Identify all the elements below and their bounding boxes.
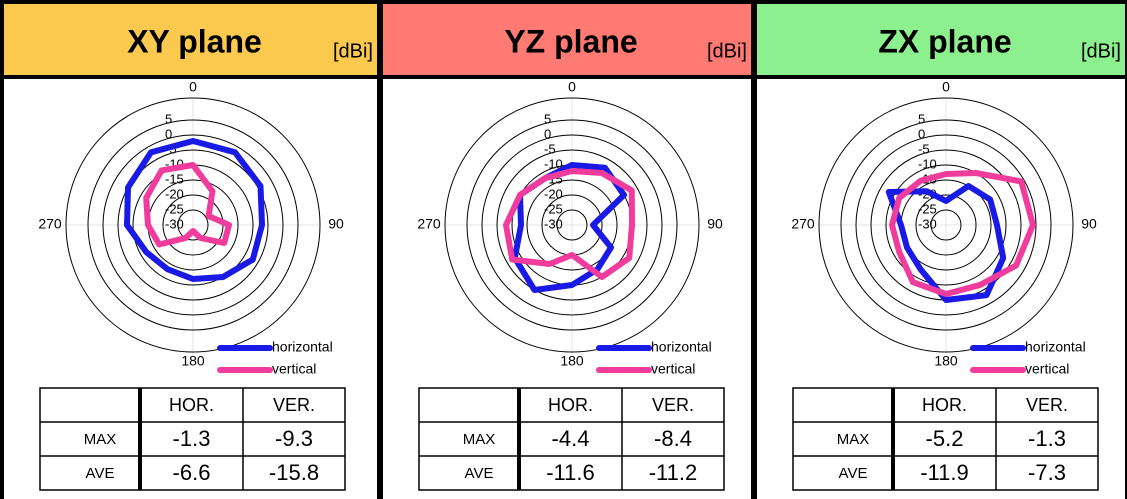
r-tick-label: 0	[544, 126, 551, 141]
polar-grid-ring	[915, 194, 977, 256]
panel-header	[753, 0, 1127, 79]
r-tick-label: -10	[544, 156, 563, 171]
r-tick-label: -20	[544, 186, 563, 201]
table-row-label: MAX	[84, 431, 117, 448]
theta-tick-label: 180	[181, 353, 205, 369]
table-row-label: MAX	[837, 431, 870, 448]
polar-outer-ring	[444, 97, 700, 353]
theta-tick-label: 90	[707, 216, 723, 232]
theta-tick-label: 270	[38, 216, 62, 232]
table-row-label: AVE	[839, 465, 868, 482]
polar-grid-ring	[466, 119, 678, 331]
r-tick-label: 5	[544, 111, 551, 126]
theta-tick-label: 180	[560, 353, 584, 369]
table-column-header: VER.	[1026, 395, 1068, 415]
r-tick-label: -15	[165, 171, 184, 186]
polar-grid-ring	[117, 149, 269, 301]
pattern-curve	[503, 168, 635, 280]
r-tick-label: -5	[918, 141, 930, 156]
theta-tick-label: 0	[942, 79, 950, 95]
polar-grid-ring	[556, 209, 588, 241]
theta-tick-label: 270	[417, 216, 441, 232]
r-tick-label: -25	[544, 201, 563, 216]
r-tick-label: -30	[165, 216, 184, 231]
legend-label: horizontal	[1025, 339, 1086, 355]
table-column-header: VER.	[273, 395, 315, 415]
legend-label: vertical	[651, 361, 695, 377]
polar-grid-ring	[885, 164, 1007, 286]
table-value: -7.3	[1028, 460, 1066, 485]
table-value: -11.6	[546, 460, 595, 485]
polar-grid-ring	[102, 134, 284, 316]
table-frame	[418, 387, 725, 491]
polar-grid-ring	[481, 134, 663, 316]
table-frame	[792, 387, 1099, 491]
pattern-curve	[143, 162, 232, 248]
table-value: -1.3	[173, 426, 211, 451]
polar-grid-ring	[840, 119, 1052, 331]
polar-grid-ring	[526, 179, 618, 271]
panel-title: ZX plane	[878, 23, 1011, 59]
polar-outer-ring	[818, 97, 1074, 353]
pattern-curve	[124, 138, 265, 282]
r-tick-label: -5	[544, 141, 556, 156]
table-value: -9.3	[275, 426, 313, 451]
unit-label: [dBi]	[707, 40, 747, 62]
r-tick-label: -10	[918, 156, 937, 171]
table-column-header: VER.	[652, 395, 694, 415]
panel-title: XY plane	[127, 23, 262, 59]
legend-label: horizontal	[651, 339, 712, 355]
r-tick-label: 0	[918, 126, 925, 141]
pattern-curve	[889, 170, 1036, 297]
polar-grid-ring	[87, 119, 299, 331]
table-column-header: HOR.	[169, 395, 214, 415]
theta-tick-label: 0	[568, 79, 576, 95]
table-value: -5.2	[926, 426, 964, 451]
unit-label: [dBi]	[333, 40, 373, 62]
theta-tick-label: 180	[934, 353, 958, 369]
theta-tick-label: 90	[328, 216, 344, 232]
polar-outer-ring	[65, 97, 321, 353]
table-value: -11.9	[920, 460, 969, 485]
table-value: -6.6	[173, 460, 211, 485]
r-tick-label: -30	[544, 216, 563, 231]
table-value: -15.8	[269, 460, 319, 485]
legend-label: vertical	[272, 361, 316, 377]
theta-tick-label: 0	[189, 79, 197, 95]
table-frame	[39, 387, 346, 491]
table-row-label: AVE	[86, 465, 115, 482]
polar-grid-ring	[930, 209, 962, 241]
table-column-header: HOR.	[922, 395, 967, 415]
r-tick-label: -25	[918, 201, 937, 216]
r-tick-label: 0	[165, 126, 172, 141]
table-value: -4.4	[552, 426, 590, 451]
polar-grid-ring	[177, 209, 209, 241]
table-value: -11.2	[649, 460, 698, 485]
legend-label: horizontal	[272, 339, 333, 355]
r-tick-label: -30	[918, 216, 937, 231]
r-tick-label: -25	[165, 201, 184, 216]
r-tick-label: 5	[165, 111, 172, 126]
panel-header	[0, 0, 381, 79]
table-value: -1.3	[1028, 426, 1066, 451]
table-value: -8.4	[654, 426, 692, 451]
pattern-curve	[885, 183, 1007, 303]
panel-title: YZ plane	[504, 23, 637, 59]
theta-tick-label: 90	[1081, 216, 1097, 232]
polar-grid-ring	[496, 149, 648, 301]
r-tick-label: -20	[165, 186, 184, 201]
r-tick-label: 5	[918, 111, 925, 126]
table-row-label: MAX	[463, 431, 496, 448]
legend-label: vertical	[1025, 361, 1069, 377]
unit-label: [dBi]	[1081, 40, 1121, 62]
theta-tick-label: 270	[791, 216, 815, 232]
table-row-label: AVE	[465, 465, 494, 482]
table-column-header: HOR.	[548, 395, 593, 415]
